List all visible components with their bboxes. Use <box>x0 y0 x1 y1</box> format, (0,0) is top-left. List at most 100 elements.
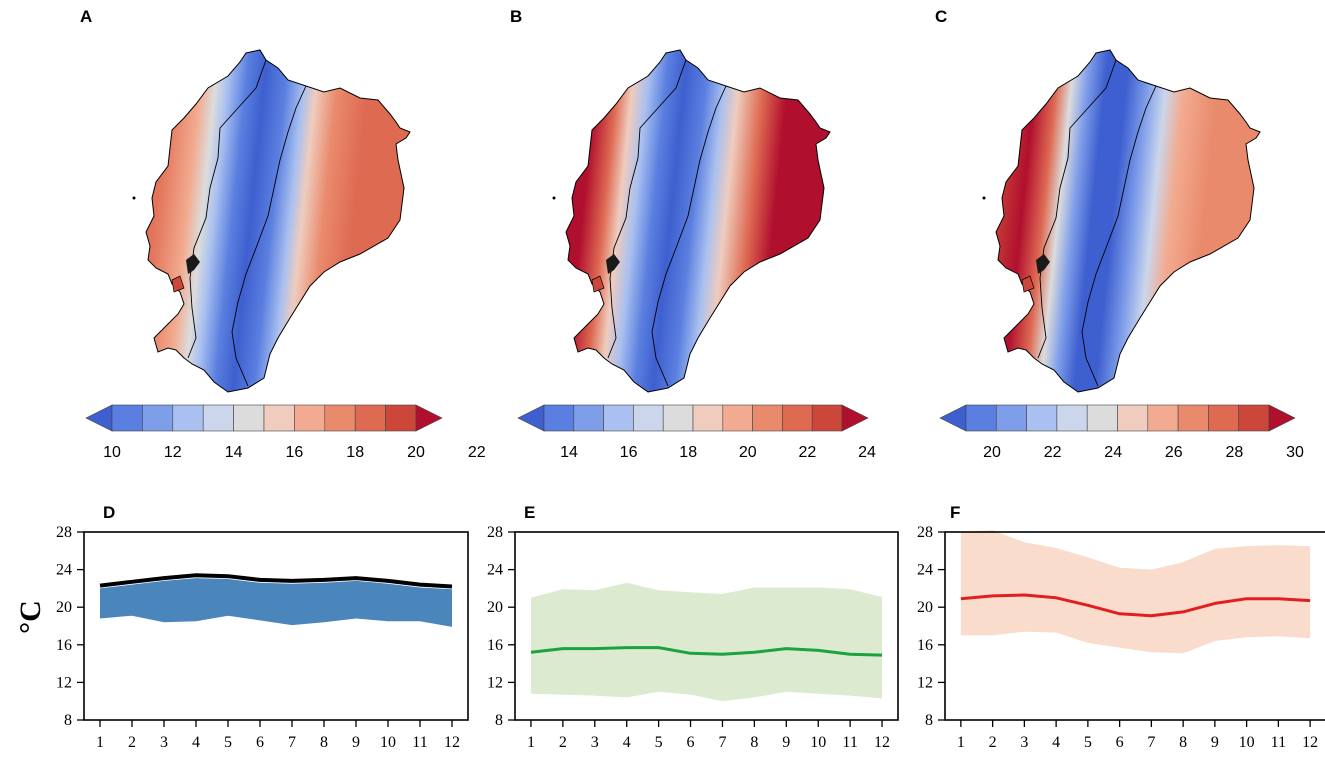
x-tick-label: 12 <box>874 734 890 751</box>
y-tick-label: 20 <box>917 599 933 616</box>
colorbar-segment <box>782 404 813 432</box>
map-panel-a: A 10 12 14 16 18 20 22 <box>80 7 486 461</box>
x-tick-label: 9 <box>1211 734 1219 751</box>
x-tick-label: 10 <box>1239 734 1255 751</box>
colorbar-segment <box>603 404 634 432</box>
panel-label: D <box>103 503 115 522</box>
colorbar-tick-label: 16 <box>620 444 638 461</box>
y-tick-label: 28 <box>487 524 503 541</box>
gulf-islands <box>186 254 200 274</box>
colorbar-tick-label: 16 <box>286 444 304 461</box>
colorbar-segment <box>1208 404 1240 432</box>
y-tick-label: 16 <box>487 637 503 654</box>
region-boundary-west <box>607 59 687 359</box>
colorbar-segment <box>385 404 417 432</box>
x-tick-label: 9 <box>782 734 790 751</box>
y-tick-label: 28 <box>56 524 72 541</box>
x-tick-label: 8 <box>750 734 758 751</box>
colorbar-segment <box>233 404 265 432</box>
colorbar-segment <box>573 404 604 432</box>
panel-label: F <box>950 503 960 522</box>
colorbar: 10 12 14 16 18 20 22 <box>85 404 486 461</box>
colorbar-segment <box>811 404 843 432</box>
puna-island <box>591 275 605 293</box>
range-band <box>100 578 452 627</box>
x-tick-label: 3 <box>591 734 599 751</box>
colorbar-segment <box>1147 404 1179 432</box>
x-tick-label: 7 <box>288 734 296 751</box>
colorbar-max-arrow <box>415 404 443 432</box>
small-island <box>132 196 136 200</box>
colorbar-segment <box>263 404 295 432</box>
x-tick-label: 2 <box>559 734 567 751</box>
colorbar-segment <box>543 404 575 432</box>
x-tick-label: 8 <box>320 734 328 751</box>
small-island <box>982 196 986 200</box>
x-tick-label: 5 <box>655 734 663 751</box>
colorbar-tick-label: 10 <box>103 444 121 461</box>
range-band <box>960 530 1311 654</box>
x-tick-label: 6 <box>256 734 264 751</box>
y-tick-label: 16 <box>56 637 72 654</box>
x-tick-label: 4 <box>623 734 631 751</box>
x-tick-label: 4 <box>1052 734 1060 751</box>
x-tick-label: 6 <box>687 734 695 751</box>
plot-frame <box>944 531 1325 721</box>
colorbar-segment <box>1056 404 1088 432</box>
x-tick-label: 9 <box>352 734 360 751</box>
y-tick-label: 16 <box>917 637 933 654</box>
colorbar-tick-label: 30 <box>1286 444 1304 461</box>
x-tick-label: 2 <box>989 734 997 751</box>
x-tick-label: 1 <box>527 734 535 751</box>
y-tick-label: 8 <box>495 712 503 729</box>
colorbar: 14 16 18 20 22 24 <box>517 404 876 461</box>
x-tick-label: 11 <box>842 734 857 751</box>
temperature-map <box>552 49 831 393</box>
x-tick-label: 4 <box>192 734 200 751</box>
x-tick-label: 1 <box>957 734 965 751</box>
x-tick-label: 3 <box>160 734 168 751</box>
puna-island <box>1021 275 1035 293</box>
colorbar-tick-label: 24 <box>858 444 876 461</box>
colorbar-segment <box>172 404 204 432</box>
region-boundary-east <box>231 85 307 387</box>
colorbar-segment <box>354 404 386 432</box>
y-tick-label: 12 <box>487 674 503 691</box>
mean-line <box>99 573 453 589</box>
colorbar: 20 22 24 26 28 30 <box>939 404 1304 461</box>
colorbar-max-arrow <box>1268 404 1296 432</box>
colorbar-tick-label: 22 <box>468 444 486 461</box>
x-tick-label: 1 <box>96 734 104 751</box>
plot-frame <box>514 531 899 721</box>
x-tick-label: 7 <box>718 734 726 751</box>
region-boundary-east <box>1081 85 1157 387</box>
y-tick-label: 20 <box>56 599 72 616</box>
colorbar-tick-label: 24 <box>1104 444 1122 461</box>
colorbar-tick-label: 14 <box>560 444 578 461</box>
colorbar-min-arrow <box>517 404 545 432</box>
panel-label: E <box>524 503 535 522</box>
colorbar-segment <box>1238 404 1270 432</box>
map-fill <box>566 50 830 392</box>
y-tick-label: 28 <box>917 524 933 541</box>
panel-label: B <box>510 7 522 26</box>
x-tick-label: 3 <box>1020 734 1028 751</box>
mean-line <box>530 646 883 657</box>
y-axis-label: °C <box>14 600 47 634</box>
region-boundary-west <box>1037 59 1117 359</box>
colorbar-segment <box>111 404 143 432</box>
x-tick-label: 12 <box>1302 734 1318 751</box>
y-tick-label: 20 <box>487 599 503 616</box>
panel-label: A <box>80 7 92 26</box>
map-fill <box>996 50 1260 392</box>
colorbar-segment <box>662 404 694 432</box>
y-tick-label: 24 <box>487 562 503 579</box>
plot-frame <box>83 531 469 721</box>
puna-island <box>171 275 185 293</box>
map-panels: A 10 12 14 16 18 20 22 B 14 16 18 20 22 24 C 20 22 24 26 28 3… <box>80 7 1304 461</box>
colorbar-tick-label: 12 <box>164 444 182 461</box>
colorbar-segment <box>1177 404 1209 432</box>
